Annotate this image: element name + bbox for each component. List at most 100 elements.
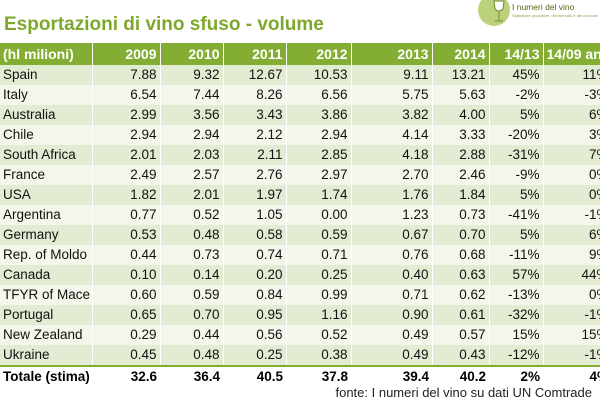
- value-cell: 6%: [543, 105, 600, 125]
- total-value-cell: 40.2: [432, 365, 489, 387]
- value-cell: -11%: [489, 245, 544, 265]
- value-cell: -9%: [489, 165, 544, 185]
- value-cell: 2.97: [286, 165, 352, 185]
- value-cell: 9%: [543, 245, 600, 265]
- country-cell: Ukraine: [0, 345, 93, 366]
- value-cell: 2.94: [92, 125, 161, 145]
- value-cell: 2.57: [160, 165, 224, 185]
- total-value-cell: 37.8: [286, 365, 351, 387]
- value-cell: 0%: [543, 165, 600, 185]
- value-cell: 6.54: [92, 85, 161, 105]
- total-label-cell: Totale (stima): [0, 365, 92, 387]
- country-cell: Germany: [0, 225, 93, 245]
- value-cell: 2.88: [432, 145, 490, 165]
- country-cell: New Zealand: [0, 325, 93, 345]
- value-cell: 7.88: [92, 65, 161, 85]
- column-header: 2014: [432, 43, 490, 65]
- value-cell: 1.97: [223, 185, 287, 205]
- value-cell: 6%: [543, 225, 600, 245]
- value-cell: 57%: [489, 265, 544, 285]
- value-cell: 3%: [543, 125, 600, 145]
- value-cell: 2.03: [160, 145, 224, 165]
- value-cell: 44%: [543, 265, 600, 285]
- country-cell: Rep. of Moldo: [0, 245, 93, 265]
- country-cell: TFYR of Mace: [0, 285, 93, 305]
- value-cell: 2.99: [92, 105, 161, 125]
- total-value-cell: 4%: [543, 365, 600, 387]
- value-cell: -13%: [489, 285, 544, 305]
- source-note: fonte: I numeri del vino su dati UN Comt…: [335, 385, 592, 400]
- value-cell: 0%: [543, 285, 600, 305]
- total-value-cell: 40.5: [223, 365, 286, 387]
- value-cell: 7.44: [160, 85, 224, 105]
- value-cell: 2.76: [223, 165, 287, 185]
- value-cell: 0.59: [286, 225, 352, 245]
- value-cell: 1.76: [351, 185, 433, 205]
- value-cell: 2.70: [351, 165, 433, 185]
- value-cell: 13.21: [432, 65, 490, 85]
- value-cell: 10.53: [286, 65, 352, 85]
- country-cell: Chile: [0, 125, 93, 145]
- value-cell: 0.99: [286, 285, 352, 305]
- value-cell: 0.71: [286, 245, 352, 265]
- value-cell: 4.14: [351, 125, 433, 145]
- value-cell: -2%: [489, 85, 544, 105]
- value-cell: -41%: [489, 205, 544, 225]
- value-cell: 3.86: [286, 105, 352, 125]
- value-cell: 0.77: [92, 205, 161, 225]
- country-cell: USA: [0, 185, 93, 205]
- column-header: 2009: [92, 43, 161, 65]
- logo-name: I numeri del vino: [512, 2, 575, 12]
- value-cell: 0.45: [92, 345, 161, 366]
- value-cell: 2.11: [223, 145, 287, 165]
- value-cell: -3%: [543, 85, 600, 105]
- table-body: Spain7.889.3212.6710.539.1113.2145%11%It…: [0, 65, 600, 366]
- value-cell: 0.48: [160, 345, 224, 366]
- total-value-cell: 32.6: [92, 365, 160, 387]
- value-cell: 0.53: [92, 225, 161, 245]
- value-cell: 0.14: [160, 265, 224, 285]
- value-cell: -12%: [489, 345, 544, 366]
- column-header: 14/09 ann: [543, 43, 600, 65]
- value-cell: -1%: [543, 205, 600, 225]
- value-cell: 5%: [489, 225, 544, 245]
- value-cell: 3.43: [223, 105, 287, 125]
- value-cell: 0.65: [92, 305, 161, 325]
- value-cell: 12.67: [223, 65, 287, 85]
- country-cell: South Africa: [0, 145, 93, 165]
- value-cell: 2.01: [160, 185, 224, 205]
- value-cell: 0.44: [160, 325, 224, 345]
- value-cell: 0.63: [432, 265, 490, 285]
- table-header: (hl milioni) 2009 2010 2011 2012 2013 2014 14/1…: [0, 43, 600, 65]
- total-value-cell: 39.4: [351, 365, 432, 387]
- table-row: Rep. of Moldo 0.44 0.73 0.74 0.71 0.76 0.68 -11…: [0, 245, 600, 265]
- column-header: 2011: [223, 43, 287, 65]
- value-cell: 0.59: [160, 285, 224, 305]
- value-cell: 1.05: [223, 205, 287, 225]
- value-cell: 2.46: [432, 165, 490, 185]
- value-cell: 15%: [489, 325, 544, 345]
- value-cell: 2.12: [223, 125, 287, 145]
- value-cell: 0.10: [92, 265, 161, 285]
- table-row: TFYR of Mace 0.60 0.59 0.84 0.99 0.71 0.62 -13%…: [0, 285, 600, 305]
- table-row: South Africa 2.01 2.03 2.11 2.85 4.18 2.88 -31%…: [0, 145, 600, 165]
- total-value-cell: 2%: [489, 365, 543, 387]
- value-cell: 0.20: [223, 265, 287, 285]
- value-cell: 2.01: [92, 145, 161, 165]
- value-cell: 0.40: [351, 265, 433, 285]
- header-unit-label: (hl milioni): [0, 43, 93, 65]
- column-header: 2012: [286, 43, 352, 65]
- value-cell: 1.16: [286, 305, 352, 325]
- header-row: (hl milioni) 2009 2010 2011 2012 2013 2014 14/1…: [0, 43, 600, 65]
- value-cell: 2.49: [92, 165, 161, 185]
- value-cell: 0.49: [351, 345, 433, 366]
- table-row: New Zealand 0.29 0.44 0.56 0.52 0.49 0.57 15% 15…: [0, 325, 600, 345]
- value-cell: 0.49: [351, 325, 433, 345]
- value-cell: 0.00: [286, 205, 352, 225]
